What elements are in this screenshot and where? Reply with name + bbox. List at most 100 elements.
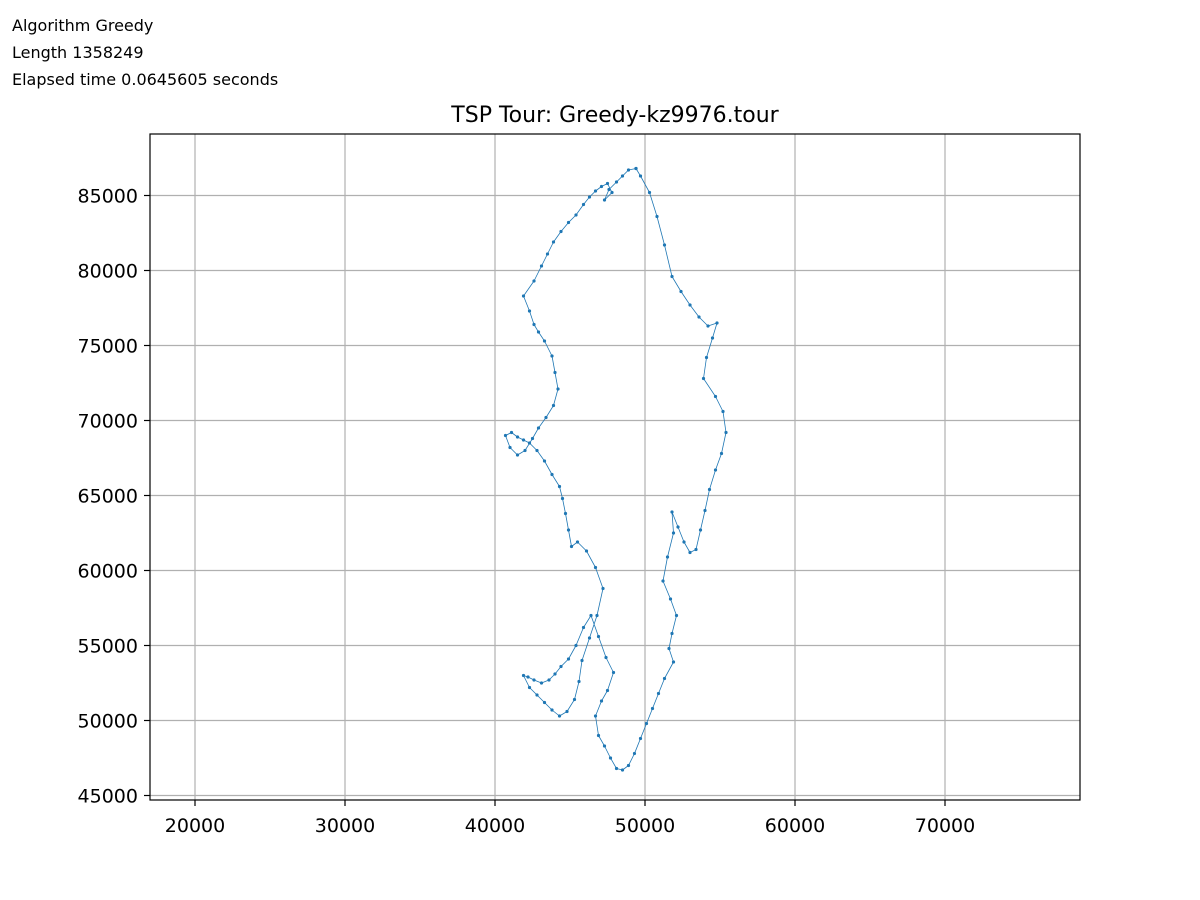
city-point bbox=[559, 664, 563, 669]
city-point bbox=[713, 394, 718, 399]
city-point bbox=[557, 714, 562, 718]
city-point bbox=[668, 597, 673, 601]
city-point bbox=[671, 660, 676, 664]
city-point bbox=[574, 213, 578, 217]
city-point bbox=[601, 586, 605, 591]
city-point bbox=[607, 187, 611, 192]
city-point bbox=[587, 195, 592, 199]
city-point bbox=[544, 415, 548, 420]
city-point bbox=[634, 166, 638, 171]
city-point bbox=[611, 670, 616, 675]
city-point bbox=[587, 636, 592, 640]
city-point bbox=[676, 525, 680, 529]
city-point bbox=[584, 549, 589, 553]
tick-layer: 20000 30000 40000 50000 60000 70000 45000 50000… bbox=[78, 186, 976, 838]
city-point bbox=[605, 688, 610, 693]
city-point bbox=[509, 430, 514, 435]
city-point bbox=[670, 274, 674, 279]
city-point bbox=[667, 646, 671, 651]
city-point bbox=[595, 613, 599, 618]
city-point bbox=[556, 387, 560, 391]
x-tick-label: 60000 bbox=[765, 815, 825, 837]
city-point bbox=[553, 672, 557, 676]
city-point bbox=[602, 744, 607, 748]
city-point bbox=[515, 435, 520, 439]
y-tick-label: 65000 bbox=[78, 486, 138, 508]
city-point bbox=[610, 190, 614, 195]
city-point bbox=[604, 655, 608, 660]
city-point bbox=[638, 174, 643, 178]
city-point bbox=[539, 264, 544, 268]
city-point bbox=[688, 303, 692, 307]
y-tick-label: 70000 bbox=[78, 411, 138, 433]
y-tick-label: 75000 bbox=[78, 336, 138, 358]
city-point bbox=[688, 550, 692, 555]
city-point bbox=[665, 555, 670, 559]
city-point bbox=[679, 289, 683, 294]
city-point bbox=[553, 370, 557, 375]
city-point bbox=[596, 733, 601, 738]
y-tick-label: 85000 bbox=[78, 186, 138, 208]
city-point bbox=[647, 190, 652, 195]
city-point bbox=[602, 198, 607, 202]
y-tick-label: 55000 bbox=[78, 636, 138, 658]
city-point bbox=[577, 679, 581, 684]
city-point bbox=[608, 756, 613, 760]
city-point bbox=[566, 657, 571, 661]
city-point bbox=[526, 675, 530, 679]
city-point bbox=[532, 678, 536, 682]
x-tick-label: 40000 bbox=[465, 815, 525, 837]
city-point bbox=[682, 540, 686, 544]
city-point bbox=[620, 768, 625, 772]
city-point bbox=[581, 625, 586, 630]
city-point bbox=[532, 322, 536, 327]
city-point bbox=[559, 229, 563, 234]
city-point bbox=[527, 441, 532, 445]
city-point bbox=[704, 355, 709, 360]
city-point bbox=[644, 721, 649, 726]
city-point bbox=[569, 544, 574, 549]
city-point bbox=[662, 676, 667, 681]
city-point bbox=[581, 202, 586, 207]
y-tick-label: 60000 bbox=[78, 561, 138, 583]
city-point bbox=[535, 448, 539, 453]
city-point bbox=[503, 433, 508, 438]
city-point bbox=[521, 294, 526, 298]
y-tick-label: 45000 bbox=[78, 786, 138, 808]
city-point bbox=[542, 700, 547, 705]
city-point bbox=[614, 180, 619, 184]
city-point bbox=[557, 484, 562, 489]
city-point bbox=[724, 430, 728, 435]
algorithm-label: Algorithm Greedy bbox=[12, 16, 154, 35]
city-point bbox=[551, 403, 556, 408]
city-point bbox=[550, 354, 554, 358]
city-point bbox=[671, 531, 676, 535]
city-point bbox=[710, 336, 715, 340]
city-point bbox=[632, 751, 637, 756]
city-point bbox=[605, 181, 610, 186]
city-point bbox=[523, 448, 527, 453]
chart-title: TSP Tour: Greedy-kz9976.tour bbox=[450, 103, 779, 128]
city-point bbox=[515, 453, 520, 457]
city-point bbox=[527, 685, 532, 690]
city-point bbox=[713, 468, 718, 472]
city-point bbox=[566, 220, 571, 225]
city-point bbox=[551, 240, 556, 244]
city-point bbox=[542, 339, 547, 343]
city-point bbox=[650, 706, 655, 711]
city-point bbox=[508, 445, 512, 450]
plot-frame bbox=[149, 133, 1081, 801]
city-point bbox=[536, 330, 541, 334]
city-point bbox=[661, 579, 665, 583]
city-point bbox=[638, 736, 643, 741]
city-point bbox=[706, 324, 710, 328]
x-tick-label: 30000 bbox=[315, 815, 375, 837]
city-point bbox=[572, 697, 577, 702]
tour-layer bbox=[503, 166, 728, 772]
elapsed-time-label: Elapsed time 0.0645605 seconds bbox=[12, 70, 279, 89]
city-point bbox=[566, 528, 571, 532]
city-point bbox=[575, 540, 580, 544]
grid-layer bbox=[150, 134, 1080, 800]
city-point bbox=[662, 243, 667, 247]
